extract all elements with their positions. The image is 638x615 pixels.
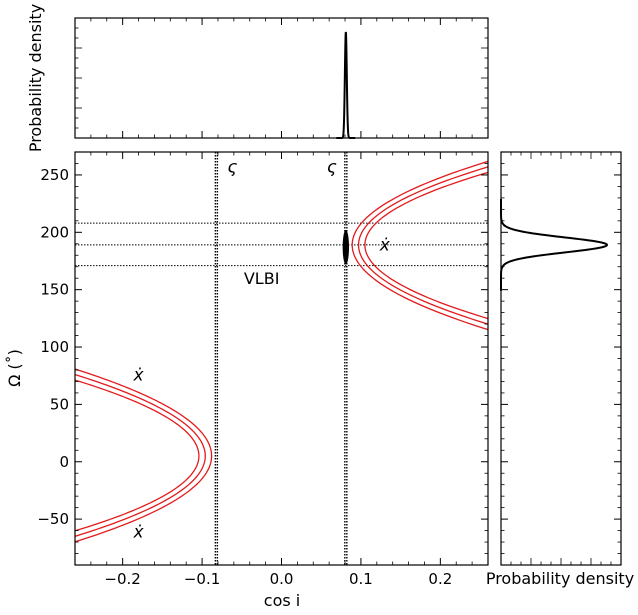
- top-panel-frame: [74, 17, 489, 139]
- x-dot-curve-1-1: [357, 166, 488, 325]
- y-tick-label-5: 200: [40, 223, 69, 241]
- x-dot-curve-0-2: [75, 368, 213, 543]
- right-marginal-panel: Probability density: [486, 151, 634, 588]
- x-tick-label-1: −0.1: [184, 570, 220, 588]
- main-plot-area: [75, 152, 488, 565]
- vlbi-ellipse: [342, 230, 350, 265]
- x-tick-label-2: 0.0: [270, 570, 294, 588]
- x-dot-label-1: ẋ: [379, 236, 391, 256]
- y-tick-label-3: 100: [40, 338, 69, 356]
- main-panel-ticks: [74, 151, 489, 566]
- x-dot-curve-1-2: [364, 171, 488, 320]
- main-tick-labels: −0.2 −0.1 0.0 0.1 0.2 −50 0 50 100 150 200 250: [37, 166, 452, 588]
- x-dot-curve-1-0: [351, 160, 488, 331]
- y-tick-label-6: 250: [40, 166, 69, 184]
- top-density-curve: [336, 31, 356, 139]
- main-xlabel: cos i: [264, 591, 300, 610]
- y-tick-label-1: 0: [59, 453, 69, 471]
- right-density-curve: [500, 199, 609, 291]
- x-dot-label-2: ẋ: [133, 365, 145, 385]
- right-panel-ticks: [500, 151, 622, 566]
- x-tick-label-4: 0.2: [428, 570, 452, 588]
- right-panel-frame: [500, 151, 622, 566]
- main-panel: −0.2 −0.1 0.0 0.1 0.2 −50 0 50 100 150 200 250 cos …: [5, 151, 489, 610]
- y-tick-label-2: 50: [50, 395, 69, 413]
- x-dot-curve-0-0: [75, 379, 200, 532]
- x-tick-label-3: 0.1: [349, 570, 373, 588]
- top-ylabel: Probability density: [26, 4, 45, 152]
- top-marginal-panel: Probability density: [26, 4, 489, 152]
- x-dot-curve-0-1: [75, 373, 206, 537]
- x-tick-label-0: −0.2: [104, 570, 140, 588]
- top-panel-ticks: [74, 17, 489, 139]
- varsigma-label-1: ς: [327, 158, 337, 178]
- varsigma-label-0: ς: [227, 158, 237, 178]
- main-panel-frame: [74, 151, 489, 566]
- x-dot-label-3: ẋ: [133, 522, 145, 542]
- y-tick-label-0: −50: [37, 510, 69, 528]
- right-xlabel: Probability density: [486, 569, 634, 588]
- y-tick-label-4: 150: [40, 281, 69, 299]
- vlbi-label: VLBI: [244, 269, 280, 288]
- main-ylabel: Ω (˚): [5, 349, 24, 387]
- main-annotations: ς ς VLBI ẋ ẋ ẋ: [133, 158, 391, 543]
